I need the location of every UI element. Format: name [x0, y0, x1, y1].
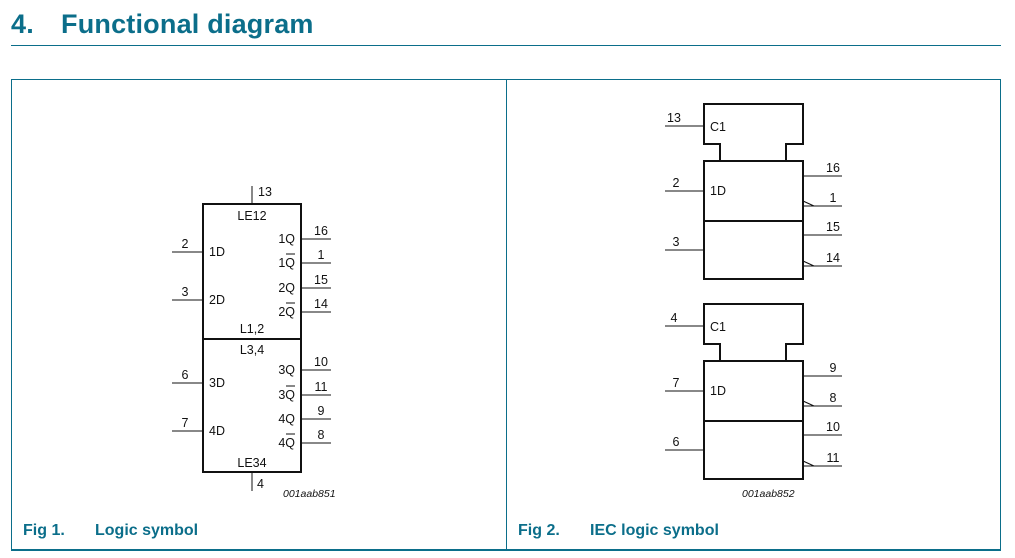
output-index: 4	[278, 412, 285, 426]
fig1-input-pin-number: 3	[182, 285, 189, 299]
fig1-input-pin-number: 6	[182, 368, 189, 382]
fig1-output-pin-number: 16	[314, 224, 328, 238]
fig2-negation-indicator	[802, 460, 815, 467]
fig1-output-pin-number: 9	[318, 404, 325, 418]
output-q-bar: Q	[285, 305, 295, 319]
fig2-output-pin-number: 14	[826, 251, 840, 265]
output-q-bar: Q	[285, 388, 295, 402]
fig2-clock-pin-number: 13	[667, 111, 681, 125]
fig1-output-label: 1Q	[278, 256, 295, 270]
fig1-output-label: 1Q	[278, 232, 295, 246]
output-q-bar: Q	[285, 436, 295, 450]
fig2-negation-indicator	[802, 200, 815, 207]
fig1-output-label: 3Q	[278, 363, 295, 377]
fig2-output-pin-number: 9	[830, 361, 837, 375]
figure-divider	[506, 79, 507, 549]
fig1-pin-top-label: 13	[258, 185, 272, 199]
fig1-output-label: 3Q	[278, 388, 295, 402]
fig2-output-pin-number: 15	[826, 220, 840, 234]
output-q: Q	[285, 232, 295, 246]
fig2-d-label: 1D	[710, 384, 726, 398]
fig2-input-pin-number: 3	[673, 235, 680, 249]
fig2-clock-label: C1	[710, 320, 726, 334]
fig1-output-pin-number: 15	[314, 273, 328, 287]
fig1-output-label: 4Q	[278, 436, 295, 450]
fig1-caption: Fig 1. Logic symbol	[23, 522, 198, 540]
fig1-input-label: 3D	[209, 376, 225, 390]
fig1-input-label: 2D	[209, 293, 225, 307]
fig2-clock-pin-number: 4	[671, 311, 678, 325]
fig1-input-pin-number: 2	[182, 237, 189, 251]
fig2-caption-text: IEC logic symbol	[590, 522, 719, 539]
fig2-output-pin-number: 11	[827, 451, 840, 465]
fig2-output-pin-number: 1	[830, 191, 837, 205]
fig2-output-pin-number: 16	[826, 161, 840, 175]
output-index: 3	[278, 388, 285, 402]
fig1-output-pin-number: 11	[315, 380, 328, 394]
fig2-code: 001aab852	[742, 488, 795, 500]
fig1-output-label: 4Q	[278, 412, 295, 426]
section-heading: 4. Functional diagram	[11, 9, 314, 40]
fig1-caption-text: Logic symbol	[95, 522, 199, 539]
output-q: Q	[285, 412, 295, 426]
output-q: Q	[285, 281, 295, 295]
output-q-bar: Q	[285, 256, 295, 270]
fig1-output-label: 2Q	[278, 305, 295, 319]
fig2-input-pin-number: 6	[673, 435, 680, 449]
fig2-negation-indicator	[802, 260, 815, 267]
fig2-input-pin-number: 7	[673, 376, 680, 390]
fig1-label-l34: L3,4	[240, 343, 264, 357]
fig1-output-pin-number: 1	[318, 248, 325, 262]
fig1-caption-number: Fig 1.	[23, 522, 65, 539]
fig2-input-pin-number: 2	[673, 176, 680, 190]
fig1-output-pin-number: 8	[318, 428, 325, 442]
section-title: Functional diagram	[61, 9, 314, 39]
fig1-label-l12: L1,2	[240, 322, 264, 336]
fig1-label-le12: LE12	[237, 209, 266, 223]
fig1-output-pin-number: 14	[314, 297, 328, 311]
fig2-output-pin-number: 10	[826, 420, 840, 434]
fig1-input-label: 1D	[209, 245, 225, 259]
fig2-d-label: 1D	[710, 184, 726, 198]
fig1-output-label: 2Q	[278, 281, 295, 295]
output-index: 1	[278, 256, 285, 270]
fig1-input-pin-number: 7	[182, 416, 189, 430]
fig1-pin-bottom-label: 4	[257, 477, 264, 491]
fig2-caption-number: Fig 2.	[518, 522, 560, 539]
heading-rule	[11, 45, 1001, 46]
output-q: Q	[285, 363, 295, 377]
output-index: 1	[278, 232, 285, 246]
fig2-control-block	[703, 303, 804, 361]
fig1-code: 001aab851	[283, 488, 336, 500]
fig2-control-block	[703, 103, 804, 161]
fig1-output-pin-number: 10	[314, 355, 328, 369]
fig2-output-pin-number: 8	[830, 391, 837, 405]
fig2-clock-label: C1	[710, 120, 726, 134]
output-index: 4	[278, 436, 285, 450]
fig1-label-le34: LE34	[237, 456, 266, 470]
fig2-caption: Fig 2. IEC logic symbol	[518, 522, 719, 540]
output-index: 3	[278, 363, 285, 377]
fig2-negation-indicator	[802, 400, 815, 407]
section-number: 4.	[11, 9, 34, 39]
output-index: 2	[278, 305, 285, 319]
output-index: 2	[278, 281, 285, 295]
fig1-input-label: 4D	[209, 424, 225, 438]
